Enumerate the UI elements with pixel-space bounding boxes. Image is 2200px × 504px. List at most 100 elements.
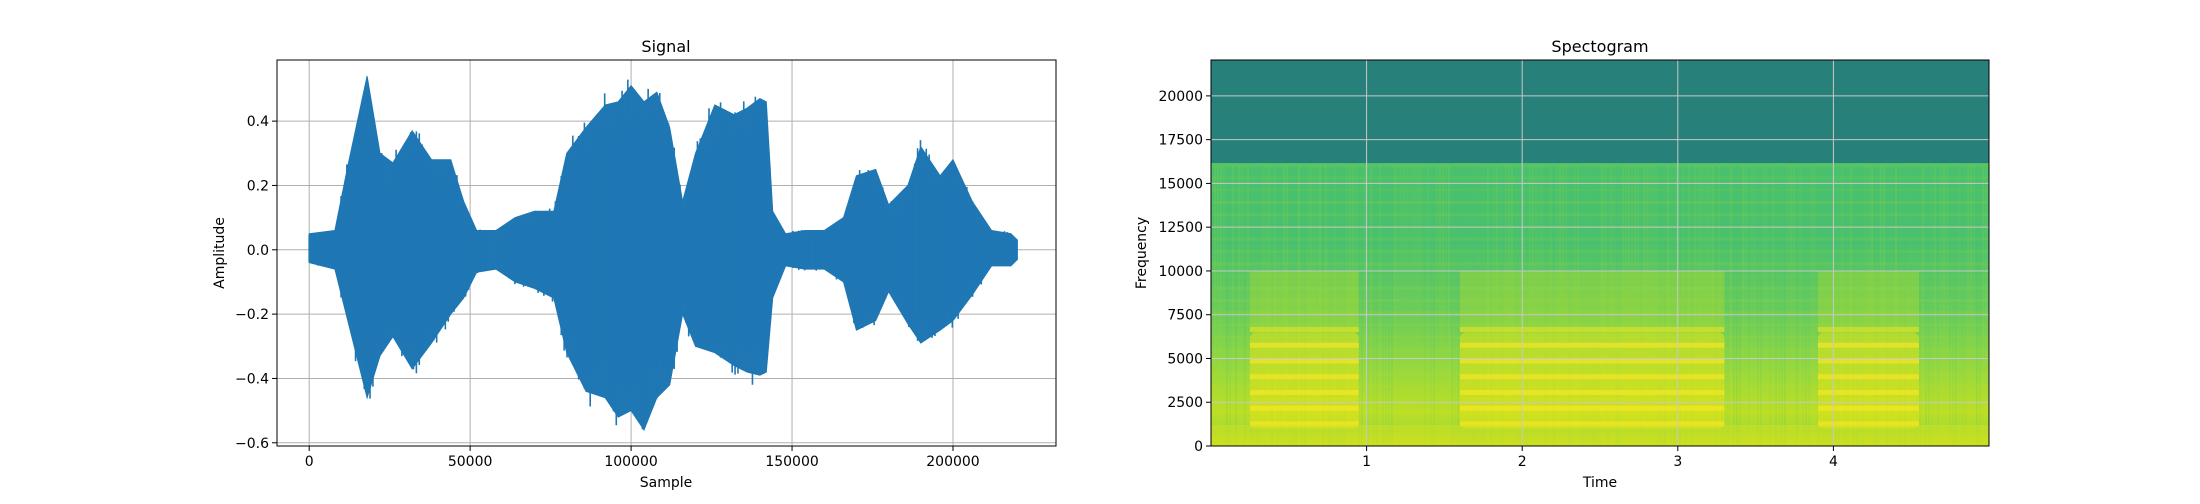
spectrogram-harmonic	[1817, 389, 1919, 395]
spectrogram-streak	[1340, 165, 1342, 446]
spectrogram-streak	[1949, 165, 1951, 446]
spectrogram-y-tick-label: 5000	[1167, 351, 1203, 367]
spectrogram-band	[1211, 200, 1989, 204]
spectrogram-harmonic	[1459, 421, 1725, 427]
signal-y-ticks: −0.6 −0.4 −0.2 0.0 0.2 0.4	[235, 114, 277, 452]
spectrogram-streak	[1286, 165, 1288, 446]
spectrogram-streak	[1805, 165, 1807, 446]
spectrogram-y-tick-label: 12500	[1158, 220, 1203, 236]
spectrogram-streak	[1838, 165, 1840, 446]
spectrogram-streak	[1502, 165, 1504, 446]
signal-y-tick-label: −0.2	[235, 307, 269, 323]
spectrogram-streak	[1856, 165, 1858, 446]
spectrogram-streak	[1298, 165, 1300, 446]
spectrogram-x-tick-label: 2	[1518, 454, 1527, 470]
signal-x-tick-label: 150000	[765, 454, 818, 470]
spectrogram-streak	[1706, 165, 1708, 446]
spectrogram-streak	[1412, 165, 1414, 446]
spectrogram-harmonic	[1817, 405, 1919, 411]
signal-x-ticks: 0 50000 100000 150000 200000	[305, 446, 980, 470]
spectrogram-streak	[1451, 165, 1453, 446]
spectrogram-streak	[1517, 165, 1519, 446]
spectrogram-streak	[1433, 165, 1435, 446]
spectrogram-title: Spectogram	[1551, 37, 1648, 56]
spectrogram-streak	[1766, 165, 1768, 446]
spectrogram-band	[1211, 274, 1989, 278]
spectrogram-streak	[1244, 165, 1246, 446]
spectrogram-streak	[1235, 165, 1237, 446]
spectrogram-streak	[1382, 165, 1384, 446]
spectrogram-streak	[1475, 165, 1477, 446]
spectrogram-streak	[1874, 165, 1876, 446]
spectrogram-loud-region	[1817, 332, 1919, 429]
spectrogram-streak	[1364, 165, 1366, 446]
spectrogram-streak	[1826, 165, 1828, 446]
spectrogram-streak	[1229, 165, 1231, 446]
spectrogram-streak	[1808, 165, 1810, 446]
spectrogram-streak	[1688, 165, 1690, 446]
spectrogram-streak	[1835, 165, 1837, 446]
spectrogram-y-tick-label: 20000	[1158, 89, 1203, 105]
spectrogram-streak	[1601, 165, 1603, 446]
spectrogram-streak	[1295, 165, 1297, 446]
spectrogram-streak	[1865, 165, 1867, 446]
spectrogram-streak	[1430, 165, 1432, 446]
spectrogram-streak	[1418, 165, 1420, 446]
spectrogram-streak	[1967, 165, 1969, 446]
signal-plot-frame	[276, 59, 1057, 447]
spectrogram-streak	[1754, 165, 1756, 446]
spectrogram-streak	[1217, 165, 1219, 446]
spectrogram-y-tick-label: 17500	[1158, 133, 1203, 149]
spectrogram-streak	[1499, 165, 1501, 446]
spectrogram-streak	[1211, 165, 1213, 446]
spectrogram-streak	[1463, 165, 1465, 446]
spectrogram-streak	[1931, 165, 1933, 446]
spectrogram-streak	[1556, 165, 1558, 446]
spectrogram-streak	[1421, 165, 1423, 446]
spectrogram-streak	[1847, 165, 1849, 446]
spectrogram-streak	[1538, 165, 1540, 446]
spectrogram-streak	[1466, 165, 1468, 446]
spectrogram-streak	[1859, 165, 1861, 446]
spectrogram-streak	[1436, 165, 1438, 446]
spectrogram-y-tick-label: 0	[1194, 439, 1203, 455]
spectrogram-streak	[1877, 165, 1879, 446]
spectrogram-streak	[1913, 165, 1915, 446]
spectrogram-streak	[1487, 165, 1489, 446]
signal-plot: 0 50000 100000 150000 200000 −0.6 −0.4 −0.2 0.0…	[212, 37, 1057, 491]
spectrogram-streak	[1481, 165, 1483, 446]
spectrogram-streak	[1553, 165, 1555, 446]
spectrogram-streak	[1598, 165, 1600, 446]
spectrogram-streak	[1226, 165, 1228, 446]
spectrogram-streak	[1784, 165, 1786, 446]
spectrogram-streak	[1946, 165, 1948, 446]
spectrogram-streak	[1640, 165, 1642, 446]
spectrogram-streak	[1256, 165, 1258, 446]
spectrogram-streak	[1652, 165, 1654, 446]
spectrogram-harmonic	[1817, 421, 1919, 427]
spectrogram-band	[1211, 286, 1989, 290]
spectrogram-streak	[1409, 165, 1411, 446]
spectrogram-streak	[1253, 165, 1255, 446]
spectrogram-streak	[1715, 165, 1717, 446]
spectrogram-streak	[1910, 165, 1912, 446]
spectrogram-streak	[1871, 165, 1873, 446]
spectrogram-streak	[1484, 165, 1486, 446]
spectrogram-loud-halo	[1249, 270, 1359, 333]
spectrogram-streak	[1274, 165, 1276, 446]
spectrogram-streak	[1283, 165, 1285, 446]
spectrogram-streak	[1262, 165, 1264, 446]
spectrogram-streak	[1934, 165, 1936, 446]
spectrogram-streak	[1634, 165, 1636, 446]
spectrogram-streak	[1895, 165, 1897, 446]
spectrogram-streak	[1493, 165, 1495, 446]
spectrogram-streak	[1775, 165, 1777, 446]
spectrogram-streak	[1961, 165, 1963, 446]
spectrogram-streak	[1901, 165, 1903, 446]
spectrogram-streak	[1814, 165, 1816, 446]
spectrogram-streak	[1334, 165, 1336, 446]
spectrogram-harmonic	[1817, 326, 1919, 332]
spectrogram-streak	[1679, 165, 1681, 446]
spectrogram-streak	[1292, 165, 1294, 446]
spectrogram-loud-region	[1459, 332, 1725, 429]
